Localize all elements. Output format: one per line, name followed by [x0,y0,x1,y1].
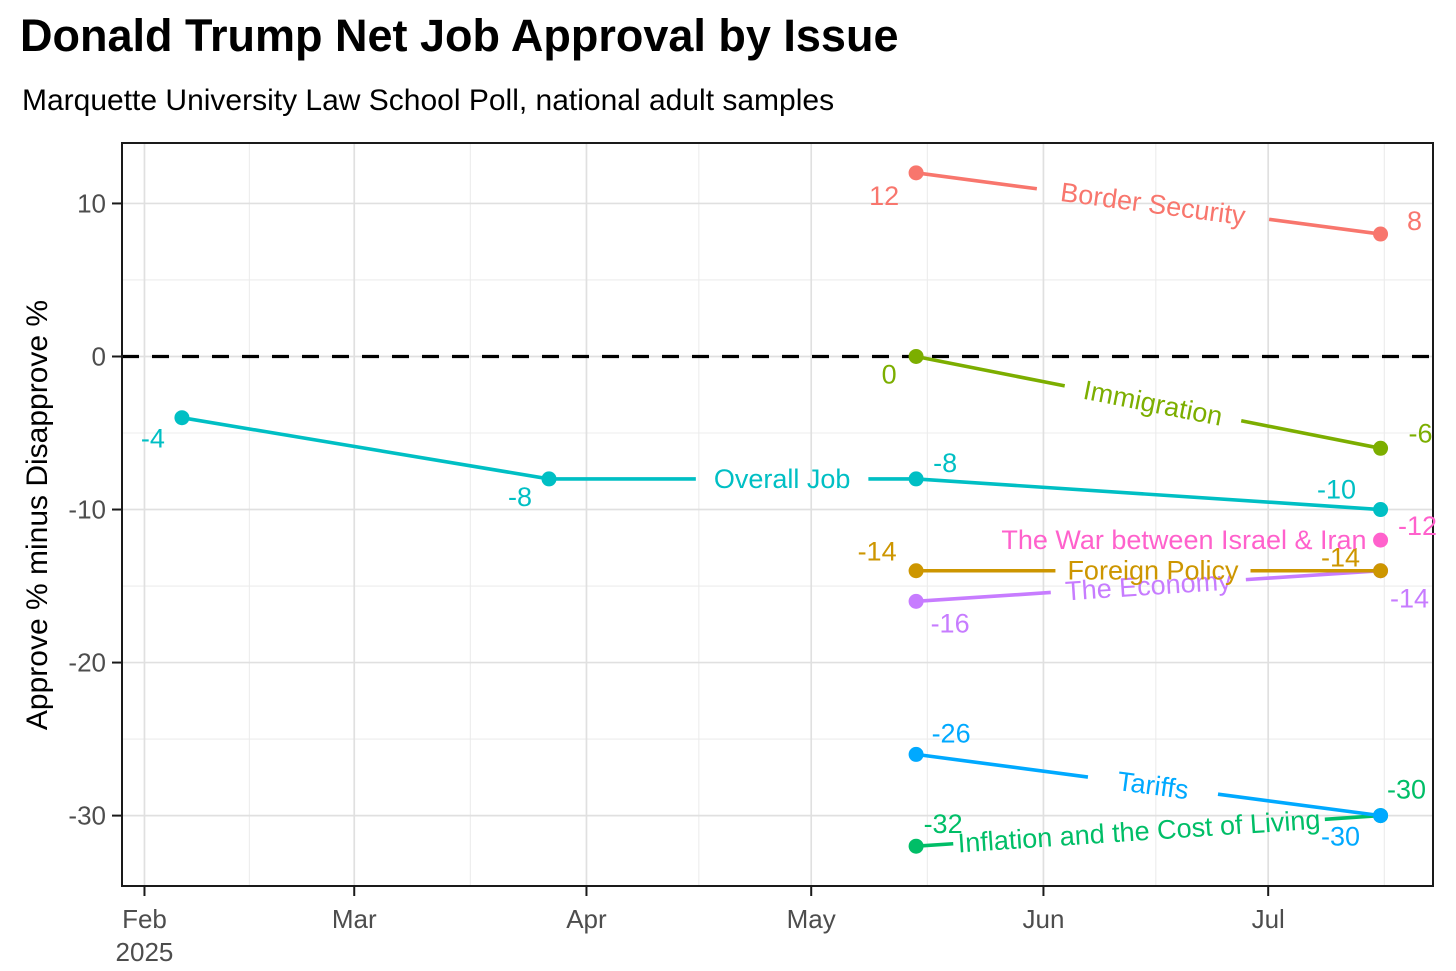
panel-border [121,142,1434,887]
y-tick-label: 10 [77,188,106,218]
x-tick-label: Jun [1022,904,1064,934]
y-axis-title: Approve % minus Disapprove % [21,299,54,731]
data-point [1373,502,1389,518]
data-point [1373,532,1389,548]
series-inline-label: The War between Israel & Iran [1001,525,1366,555]
x-tick-label: Mar [332,904,377,934]
x-tick-label: Jul [1252,904,1285,934]
chart-subtitle: Marquette University Law School Poll, na… [22,84,835,117]
series-line [915,354,1066,388]
chart-title: Donald Trump Net Job Approval by Issue [20,10,899,61]
series-line [1240,418,1381,451]
x-tick-label: May [787,904,836,934]
data-point [174,410,190,426]
data-point [908,165,924,181]
value-label: 8 [1407,206,1422,236]
series-inline-label: Foreign Policy [1067,556,1239,586]
data-point [908,746,924,762]
data-point [541,471,557,487]
value-label: -4 [141,424,165,454]
y-tick-label: -20 [68,648,106,678]
value-label: 12 [869,181,899,211]
value-label: -32 [924,809,963,839]
x-tick-year-label: 2025 [116,937,174,967]
data-point [908,471,924,487]
value-label: -30 [1321,822,1360,852]
data-point [908,838,924,854]
y-tick-label: -30 [68,801,106,831]
data-point [1373,808,1389,824]
x-tick-label: Feb [122,904,167,934]
series-line [915,171,1038,191]
series-line [915,752,1089,779]
value-label: -26 [932,718,971,748]
value-label: -14 [858,537,897,567]
data-point [1373,226,1389,242]
y-tick-label: -10 [68,495,106,525]
value-label: -30 [1387,775,1426,805]
value-label: -6 [1409,418,1433,448]
value-label: -14 [1390,584,1429,614]
series-inline-label: Overall Job [714,464,851,494]
series-line [1324,813,1381,822]
series-line [1268,217,1381,236]
data-point [1373,563,1389,579]
y-tick-label: 0 [92,341,106,371]
value-label: -10 [1317,475,1356,505]
value-label: 0 [882,359,897,389]
value-label: -16 [931,608,970,638]
value-label: -14 [1321,543,1360,573]
x-tick-label: Apr [566,904,607,934]
value-label: -8 [508,482,532,512]
plot-panel [122,143,1433,886]
value-label: -12 [1398,511,1437,541]
data-point [908,593,924,609]
series-line [1217,792,1381,818]
data-point [908,563,924,579]
value-label: -8 [933,448,957,478]
data-point [1373,440,1389,456]
series-line [915,590,1051,604]
data-point [908,348,924,364]
